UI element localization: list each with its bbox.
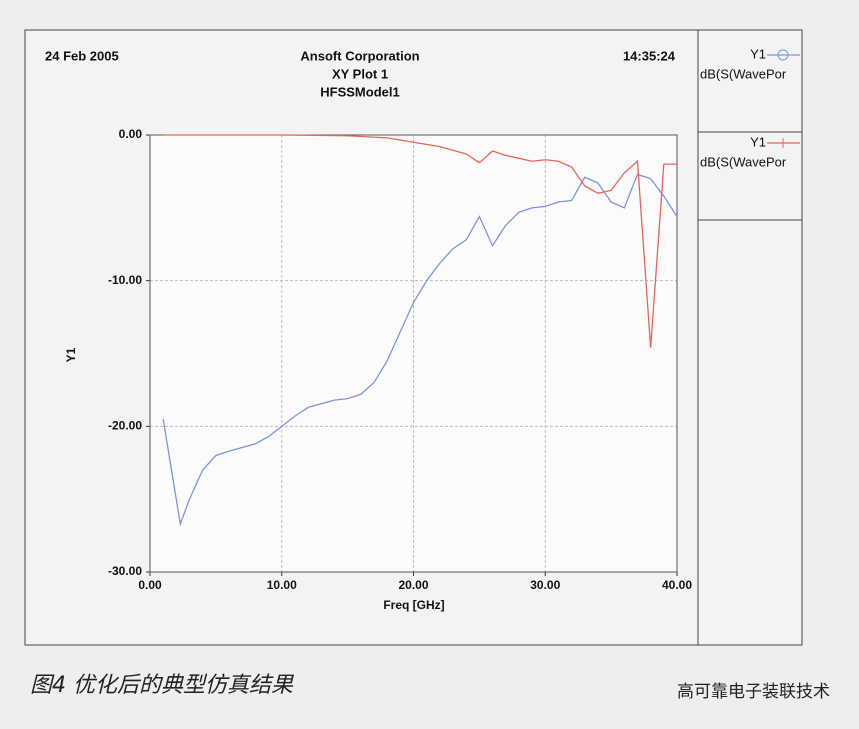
y-axis-label: Y1 bbox=[64, 347, 78, 362]
y-tick-label: -30.00 bbox=[108, 564, 142, 578]
x-tick-label: 40.00 bbox=[662, 578, 692, 592]
legend-marker bbox=[778, 138, 788, 148]
legend-label: dB(S(WavePor bbox=[700, 154, 787, 169]
caption: 图4 优化后的典型仿真结果 bbox=[30, 673, 295, 698]
x-tick-label: 30.00 bbox=[530, 578, 560, 592]
series-line bbox=[162, 173, 678, 527]
y-tick-label: -20.00 bbox=[108, 419, 142, 433]
legend-label: dB(S(WavePor bbox=[700, 66, 787, 81]
chart-title: Ansoft Corporation bbox=[300, 48, 419, 63]
chart-subtitle: XY Plot 1 bbox=[332, 66, 388, 81]
x-tick-label: 20.00 bbox=[398, 578, 428, 592]
time: 14:35:24 bbox=[623, 48, 676, 63]
legend-marker bbox=[777, 49, 789, 61]
series-line bbox=[163, 134, 677, 348]
legend-axis: Y1 bbox=[750, 46, 766, 61]
date: 24 Feb 2005 bbox=[45, 48, 119, 63]
x-axis-label: Freq [GHz] bbox=[383, 598, 444, 612]
x-tick-label: 0.00 bbox=[138, 578, 162, 592]
y-tick-label: 0.00 bbox=[119, 127, 143, 141]
source: 高可靠电子装联技术 bbox=[677, 682, 830, 702]
legend-axis: Y1 bbox=[750, 134, 766, 149]
x-tick-label: 10.00 bbox=[267, 578, 297, 592]
model-name: HFSSModel1 bbox=[320, 84, 399, 99]
plot-border bbox=[149, 134, 678, 573]
y-tick-label: -10.00 bbox=[108, 273, 142, 287]
